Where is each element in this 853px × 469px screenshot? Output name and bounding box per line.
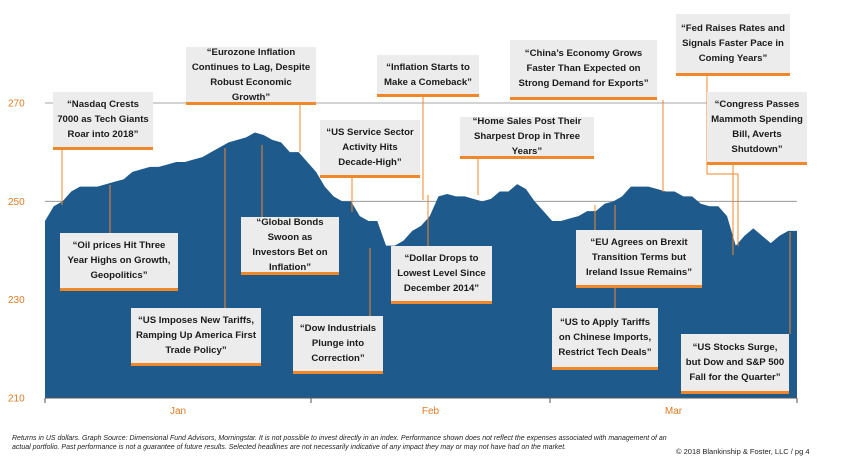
callout-fed-text: “Fed Raises Rates and Signals Faster Pac… [681,23,785,64]
callout-service: “US Service Sector Activity Hits Decade-… [320,120,420,178]
copyright: © 2018 Blankinship & Foster, LLC / pg 4 [676,447,810,456]
callout-dollar: “Dollar Drops to Lowest Level Since Dece… [391,246,492,304]
callout-eurozone: “Eurozone Inflation Continues to Lag, De… [186,47,316,105]
callout-service-text: “US Service Sector Activity Hits Decade-… [326,127,414,168]
callout-congress: “Congress Passes Mammoth Spending Bill, … [707,92,807,165]
callout-nasdaq-text: “Nasdaq Crests 7000 as Tech Giants Roar … [57,99,149,140]
callout-tariffs: “US Imposes New Tariffs, Ramping Up Amer… [131,308,261,366]
callout-oil-text: “Oil prices Hit Three Year Highs on Grow… [67,240,171,281]
callout-congress-text: “Congress Passes Mammoth Spending Bill, … [711,99,803,155]
callout-us-tariffs: “US to Apply Tariffs on Chinese Imports,… [552,308,658,370]
callout-dollar-text: “Dollar Drops to Lowest Level Since Dece… [397,253,486,294]
y-tick-label: 250 [8,197,25,208]
callout-tariffs-text: “US Imposes New Tariffs, Ramping Up Amer… [135,315,257,356]
x-tick-label: Jan [170,406,186,417]
callout-inflation-text: “Inflation Starts to Make a Comeback” [384,61,472,88]
callout-oil: “Oil prices Hit Three Year Highs on Grow… [60,233,178,291]
y-tick-label: 270 [8,99,25,110]
callout-stocks: “US Stocks Surge, but Dow and S&P 500 Fa… [681,334,789,394]
y-tick-label: 230 [8,295,25,306]
y-tick-label: 210 [8,394,25,405]
callout-china: “China’s Economy Grows Faster Than Expec… [510,40,657,100]
callout-eu-text: “EU Agrees on Brexit Transition Terms bu… [585,237,693,278]
footnote: Returns in US dollars. Graph Source: Dim… [12,435,667,451]
callout-home-text: “Home Sales Post Their Sharpest Drop in … [472,116,582,157]
callout-us-tariffs-text: “US to Apply Tariffs on Chinese Imports,… [558,317,652,358]
x-tick-label: Feb [422,406,440,417]
callout-china-text: “China’s Economy Grows Faster Than Expec… [518,48,649,89]
callout-eurozone-text: “Eurozone Inflation Continues to Lag, De… [191,46,311,103]
x-tick-label: Mar [665,406,683,417]
callout-stocks-text: “US Stocks Surge, but Dow and S&P 500 Fa… [685,342,785,383]
callout-dow-text: “Dow Industrials Plunge into Correction” [299,323,377,364]
callout-fed: “Fed Raises Rates and Signals Faster Pac… [676,14,790,76]
callout-bonds-text: “Global Bonds Swoon as Investors Bet on … [252,216,328,273]
callout-home: “Home Sales Post Their Sharpest Drop in … [460,116,594,159]
callout-nasdaq: “Nasdaq Crests 7000 as Tech Giants Roar … [53,92,153,150]
callout-dow: “Dow Industrials Plunge into Correction” [293,316,383,374]
callout-eu: “EU Agrees on Brexit Transition Terms bu… [576,230,702,288]
callout-inflation: “Inflation Starts to Make a Comeback” [377,55,479,97]
callout-bonds: “Global Bonds Swoon as Investors Bet on … [241,217,339,275]
